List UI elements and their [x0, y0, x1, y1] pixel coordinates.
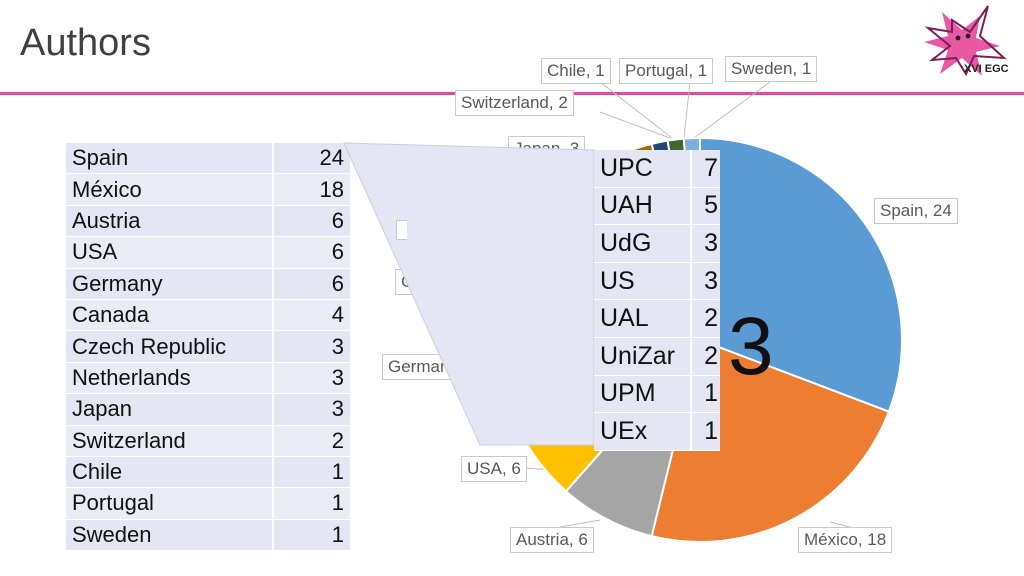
country-name: Sweden: [66, 519, 274, 552]
pie-partial-label: 3: [728, 301, 774, 392]
callout-spain: Spain, 24: [874, 198, 958, 224]
country-name: Netherlands: [66, 362, 274, 395]
country-count: 18: [273, 173, 350, 206]
university-name: UdG: [594, 224, 692, 263]
university-count: 3: [691, 224, 720, 263]
pie-slice-spain: [699, 136, 903, 413]
university-count: 1: [691, 412, 720, 451]
table-row: Germany 6: [66, 268, 350, 300]
callout-switzerland: Switzerland, 2: [455, 90, 574, 116]
country-count: 3: [273, 362, 350, 395]
table-row: Switzerland 2: [66, 425, 350, 457]
table-row: Czech Republic 3: [66, 330, 350, 363]
country-count: 4: [273, 299, 350, 332]
table-row: Portugal 1: [66, 487, 350, 520]
table-row: Austria 6: [66, 205, 350, 238]
callout-portugal: Portugal, 1: [619, 58, 714, 84]
country-table: Spain 24 México 18 Austria 6 USA 6 Germany 6 Canad…: [66, 143, 350, 552]
country-count: 1: [273, 487, 350, 520]
callout-connector: [693, 81, 771, 139]
country-name: USA: [66, 236, 274, 269]
table-row: UAH 5: [594, 187, 720, 226]
country-name: Canada: [66, 299, 274, 332]
hidden-callout-fragment: [396, 220, 407, 240]
university-name: US: [594, 262, 692, 301]
university-count: 2: [691, 337, 720, 376]
callout-sweden: Sweden, 1: [725, 56, 818, 82]
callout-connector: [829, 521, 851, 528]
university-count: 5: [691, 187, 720, 226]
logo-text: XVI EGC: [964, 63, 1009, 75]
table-row: UniZar 2: [594, 337, 720, 376]
table-row: UPM 1: [594, 375, 720, 414]
table-row: UAL 2: [594, 299, 720, 338]
table-row: Spain 24: [66, 143, 350, 175]
table-row: UPC 7: [594, 150, 720, 188]
table-row: USA 6: [66, 236, 350, 269]
callout-austria: Austria, 6: [510, 527, 594, 553]
callout-mexico: México, 18: [798, 527, 893, 553]
egc-logo: [924, 5, 1007, 77]
callout-chile: Chile, 1: [541, 58, 611, 84]
page-title: Authors: [20, 22, 151, 64]
table-row: Chile 1: [66, 456, 350, 489]
university-name: UPC: [594, 150, 692, 188]
university-name: UEx: [594, 412, 692, 451]
country-count: 3: [273, 330, 350, 363]
country-name: Chile: [66, 456, 274, 489]
university-count: 1: [691, 375, 720, 414]
country-name: Spain: [66, 143, 274, 175]
country-name: Czech Republic: [66, 330, 274, 363]
country-count: 6: [273, 205, 350, 238]
university-count: 7: [691, 150, 720, 188]
university-count: 2: [691, 299, 720, 338]
university-name: UniZar: [594, 337, 692, 376]
country-name: Switzerland: [66, 425, 274, 457]
callout-usa: USA, 6: [461, 456, 527, 482]
university-name: UAH: [594, 187, 692, 226]
country-count: 3: [273, 393, 350, 426]
university-name: UPM: [594, 375, 692, 414]
country-name: Austria: [66, 205, 274, 238]
country-count: 2: [273, 425, 350, 457]
table-row: Sweden 1: [66, 519, 350, 552]
spain-university-table: UPC 7 UAH 5 UdG 3 US 3 UAL 2 UniZar 2 UPM 1 UEx 1: [594, 150, 720, 451]
university-name: UAL: [594, 299, 692, 338]
table-row: US 3: [594, 262, 720, 301]
country-name: Portugal: [66, 487, 274, 520]
table-row: Japan 3: [66, 393, 350, 426]
table-row: Netherlands 3: [66, 362, 350, 395]
table-row: UEx 1: [594, 412, 720, 451]
university-count: 3: [691, 262, 720, 301]
callout-connector: [683, 81, 691, 139]
country-name: Japan: [66, 393, 274, 426]
callout-connector: [559, 519, 601, 528]
country-count: 24: [273, 143, 350, 175]
callout-connector: [599, 81, 673, 139]
callout-connector: [599, 111, 671, 139]
table-row: UdG 3: [594, 224, 720, 263]
country-count: 6: [273, 236, 350, 269]
country-count: 1: [273, 519, 350, 552]
country-name: Germany: [66, 268, 274, 300]
country-count: 1: [273, 456, 350, 489]
table-row: Canada 4: [66, 299, 350, 332]
table-row: México 18: [66, 173, 350, 206]
country-count: 6: [273, 268, 350, 300]
country-name: México: [66, 173, 274, 206]
